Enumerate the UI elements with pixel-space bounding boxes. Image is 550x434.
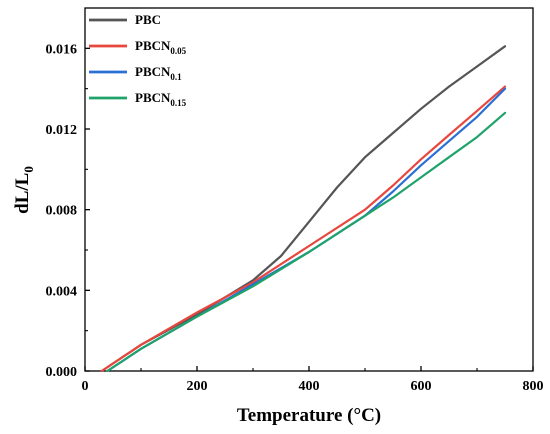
series-line-pbc [100,45,507,373]
legend-label-sub: 0.05 [170,46,186,56]
legend-label: PBCN0.1 [135,64,182,82]
y-axis-title: dL/L0 [12,166,36,214]
x-axis-title: Temperature (°C) [237,405,381,426]
legend-label-main: PBCN [135,90,171,105]
y-axis-title-main: dL/L [12,173,33,214]
plot-frame [84,7,534,372]
legend-label-main: PBC [135,12,161,27]
x-tick-label: 200 [187,379,208,394]
series-line-pbcn0-05 [100,85,507,373]
x-tick-label: 0 [82,379,89,394]
y-axis-title-sub: 0 [21,166,36,173]
x-tick-label: 400 [299,379,320,394]
x-tick-label: 600 [411,379,432,394]
y-tick-label: 0.000 [46,365,78,380]
legend-label-main: PBCN [135,38,171,53]
legend-label: PBCN0.05 [135,38,187,56]
y-tick-label: 0.016 [46,42,78,57]
y-tick-label: 0.008 [46,204,78,219]
series-line-pbcn0-15 [106,111,507,373]
legend-label: PBCN0.15 [135,90,187,108]
legend-label-sub: 0.1 [170,72,182,82]
x-tick-label: 800 [523,379,544,394]
y-tick-label: 0.004 [46,284,78,299]
legend-label-sub: 0.15 [170,98,186,108]
legend-label: PBC [135,12,161,27]
y-tick-label: 0.012 [46,123,78,138]
legend-label-main: PBCN [135,64,171,79]
